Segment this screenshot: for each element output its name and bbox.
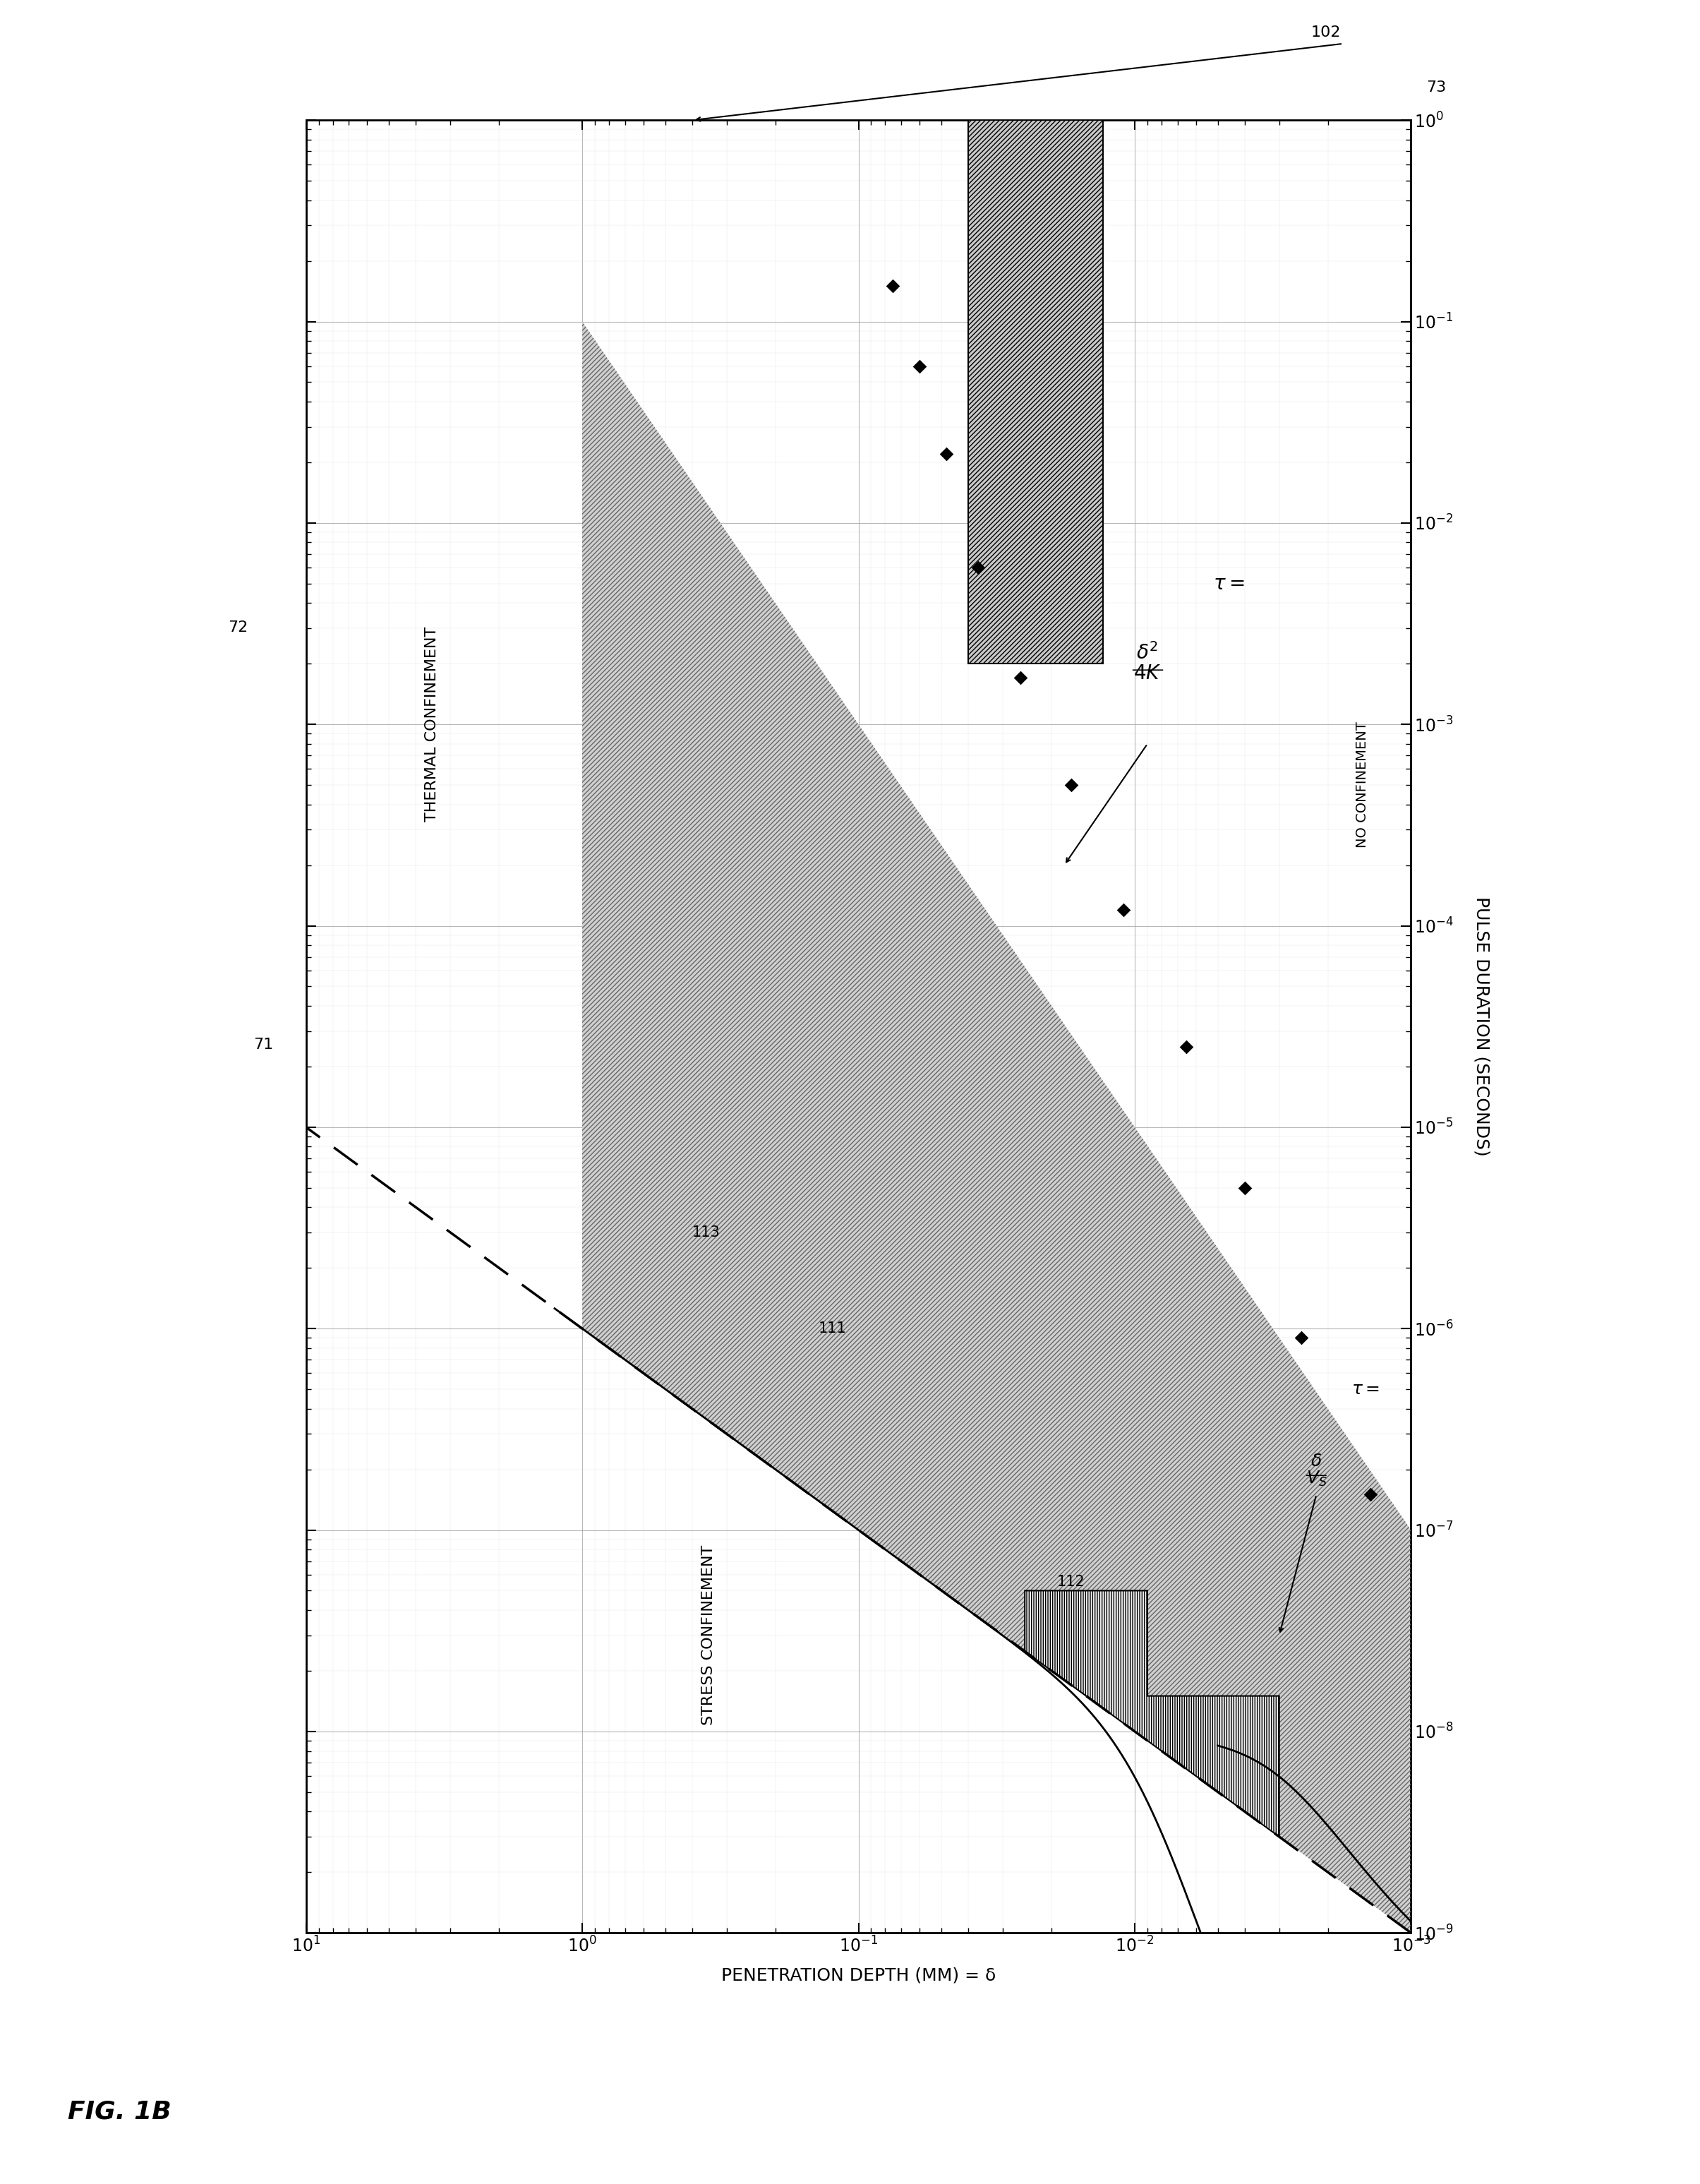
Text: 71: 71: [253, 1037, 274, 1053]
Text: FIG. 1B: FIG. 1B: [68, 2099, 172, 2123]
Point: [964, 550, 991, 585]
Text: 72: 72: [228, 620, 248, 636]
Text: 73: 73: [1426, 81, 1447, 94]
Text: $4K$: $4K$: [1134, 664, 1161, 684]
Text: 113: 113: [692, 1225, 721, 1241]
Text: 102: 102: [1311, 26, 1341, 39]
Point: [933, 437, 960, 472]
Text: ___: ___: [1306, 1463, 1328, 1476]
Text: $V_S$: $V_S$: [1306, 1470, 1328, 1487]
Point: [1006, 660, 1034, 695]
Point: [1110, 893, 1137, 928]
Text: 111: 111: [818, 1321, 847, 1337]
Point: [1173, 1029, 1200, 1064]
Point: [1287, 1321, 1314, 1356]
Text: $\tau =$: $\tau =$: [1214, 574, 1244, 594]
Polygon shape: [1025, 1590, 1278, 1837]
Text: 112: 112: [1057, 1575, 1085, 1588]
Point: [906, 349, 933, 384]
Text: $\tau =$: $\tau =$: [1352, 1380, 1379, 1398]
Text: THERMAL CONFINEMENT: THERMAL CONFINEMENT: [425, 627, 439, 821]
Text: $\delta^2$: $\delta^2$: [1136, 642, 1158, 664]
Point: [879, 269, 906, 304]
Text: ____: ____: [1132, 657, 1163, 670]
Point: [1231, 1171, 1258, 1206]
Text: $\delta$: $\delta$: [1311, 1452, 1323, 1470]
Polygon shape: [969, 120, 1103, 664]
Y-axis label: PULSE DURATION (SECONDS): PULSE DURATION (SECONDS): [1474, 898, 1491, 1155]
Text: 114: 114: [1025, 376, 1052, 389]
Point: [1357, 1476, 1384, 1511]
Polygon shape: [609, 1348, 1411, 1933]
Text: NO CONFINEMENT: NO CONFINEMENT: [1355, 723, 1368, 847]
Text: STRESS CONFINEMENT: STRESS CONFINEMENT: [700, 1546, 716, 1725]
Point: [1057, 767, 1085, 802]
Polygon shape: [581, 321, 1411, 1933]
X-axis label: PENETRATION DEPTH (MM) = δ: PENETRATION DEPTH (MM) = δ: [721, 1968, 996, 1985]
